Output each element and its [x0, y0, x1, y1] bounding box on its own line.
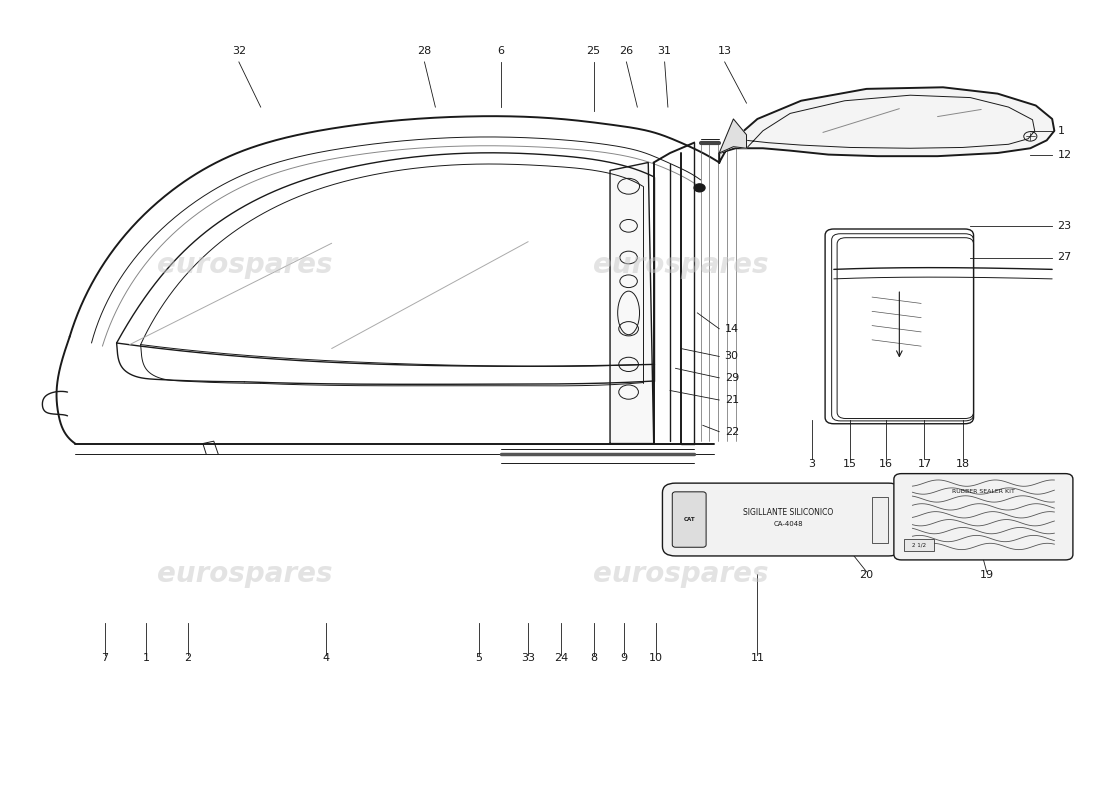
Text: 4: 4 [322, 654, 330, 663]
Text: 32: 32 [232, 46, 246, 56]
Text: 22: 22 [725, 426, 739, 437]
Text: eurospares: eurospares [156, 560, 332, 588]
Text: 31: 31 [658, 46, 672, 56]
FancyBboxPatch shape [904, 538, 934, 551]
Text: 15: 15 [844, 458, 857, 469]
Text: 27: 27 [1057, 253, 1071, 262]
Text: 1: 1 [1057, 126, 1065, 136]
Text: 29: 29 [725, 373, 739, 383]
Text: 19: 19 [980, 570, 993, 580]
Text: 13: 13 [717, 46, 732, 56]
Text: 2: 2 [184, 654, 191, 663]
Polygon shape [719, 87, 1054, 162]
Text: 23: 23 [1057, 221, 1071, 231]
Text: 16: 16 [879, 458, 893, 469]
Text: 28: 28 [417, 46, 431, 56]
Text: 5: 5 [475, 654, 483, 663]
Text: eurospares: eurospares [593, 560, 769, 588]
Polygon shape [719, 119, 747, 153]
Text: 1: 1 [143, 654, 150, 663]
FancyBboxPatch shape [672, 492, 706, 547]
Text: 9: 9 [620, 654, 628, 663]
Text: 17: 17 [917, 458, 932, 469]
Circle shape [694, 184, 705, 192]
Text: 25: 25 [586, 46, 601, 56]
Text: 14: 14 [725, 324, 739, 334]
FancyBboxPatch shape [662, 483, 902, 556]
Text: 26: 26 [619, 46, 634, 56]
Text: 33: 33 [521, 654, 536, 663]
Polygon shape [610, 162, 653, 443]
Text: 24: 24 [553, 654, 568, 663]
Text: 11: 11 [750, 654, 764, 663]
Text: 21: 21 [725, 395, 739, 405]
Text: eurospares: eurospares [156, 251, 332, 279]
Text: CAT: CAT [683, 517, 695, 522]
Text: 2 1/2: 2 1/2 [912, 542, 926, 547]
Text: 30: 30 [725, 351, 739, 362]
Text: 18: 18 [956, 458, 970, 469]
Text: 20: 20 [859, 570, 873, 580]
Text: 12: 12 [1057, 150, 1071, 159]
Text: eurospares: eurospares [593, 251, 769, 279]
Text: SIGILLANTE SILICONICO: SIGILLANTE SILICONICO [742, 508, 833, 517]
Text: CA-4048: CA-4048 [773, 522, 803, 527]
Text: 8: 8 [590, 654, 597, 663]
FancyBboxPatch shape [894, 474, 1072, 560]
Text: RUBBER SEALER KIT: RUBBER SEALER KIT [952, 489, 1015, 494]
Text: 3: 3 [808, 458, 815, 469]
Text: 10: 10 [649, 654, 663, 663]
Text: 7: 7 [101, 654, 108, 663]
Text: 6: 6 [497, 46, 505, 56]
FancyBboxPatch shape [872, 497, 889, 542]
